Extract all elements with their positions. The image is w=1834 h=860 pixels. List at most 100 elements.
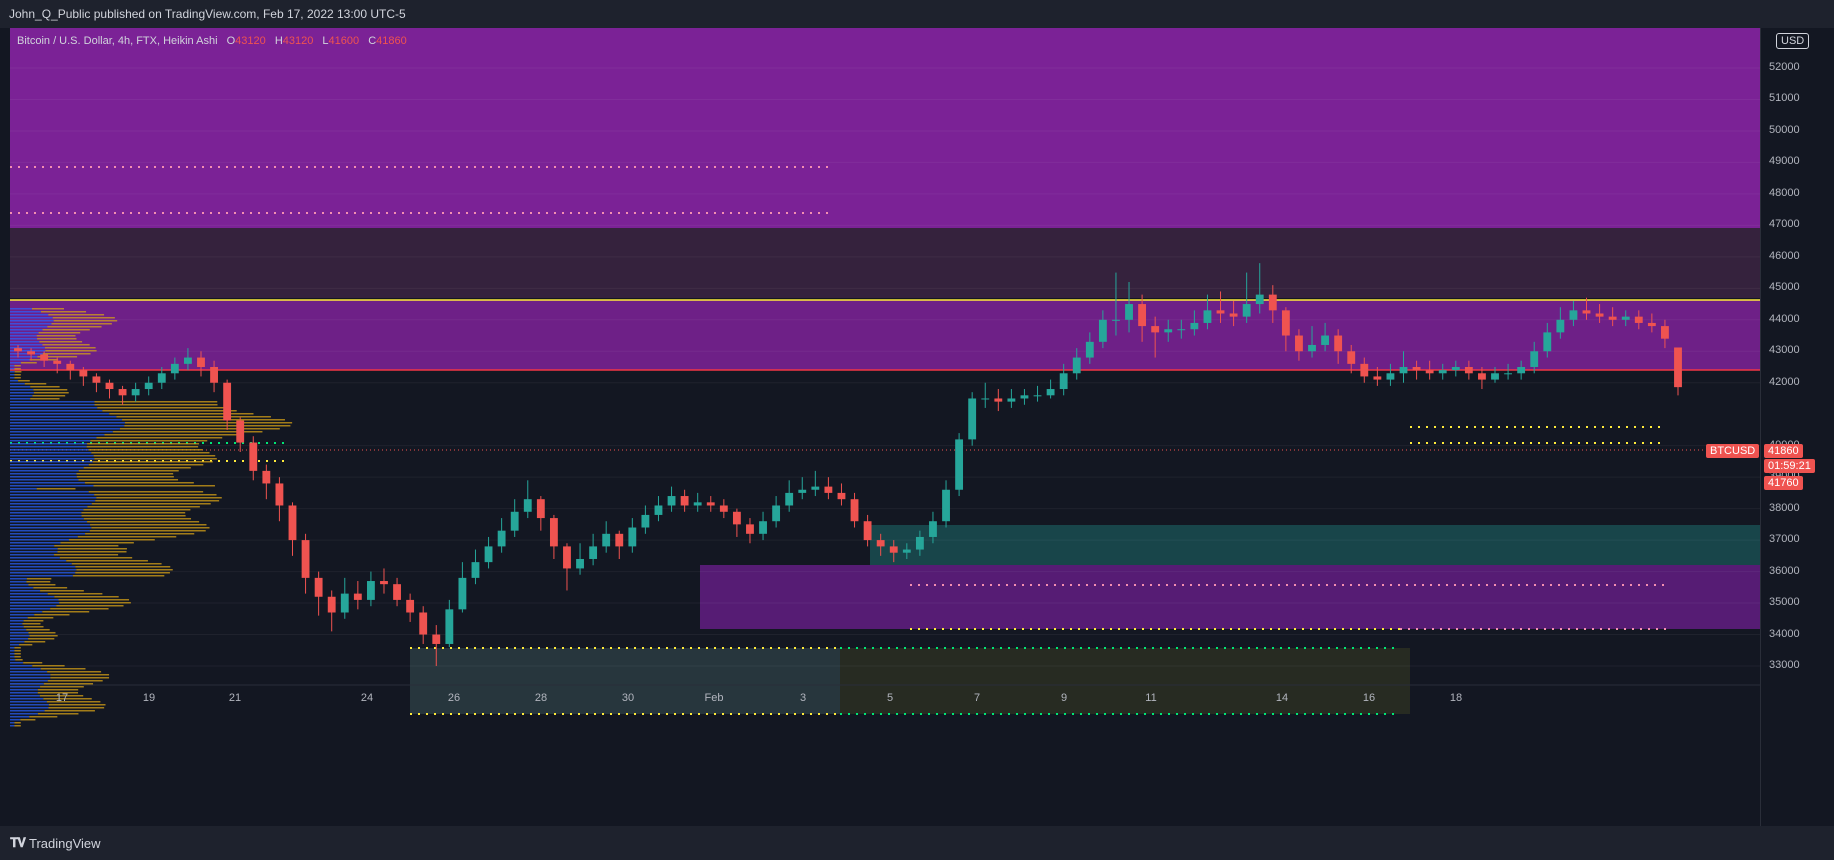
candle-body	[1164, 329, 1173, 333]
chart-area[interactable]: 17 19 21 24 26 28 30 Feb 3 5 7 9 11 14 16 18	[10, 28, 1760, 798]
profile-bar-sell	[87, 521, 200, 523]
profile-bar-buy	[10, 638, 29, 640]
profile-bar-buy	[10, 326, 48, 328]
profile-bar-sell	[59, 557, 133, 559]
profile-bar-sell	[57, 548, 127, 550]
profile-bar-sell	[68, 539, 155, 541]
profile-bar-buy	[10, 611, 43, 613]
open-value: 43120	[235, 35, 266, 47]
profile-bar-sell	[28, 638, 55, 640]
currency-badge[interactable]: USD	[1776, 33, 1810, 49]
profile-bar-buy	[10, 617, 28, 619]
profile-bar-sell	[83, 509, 191, 511]
profile-bar-buy	[10, 389, 34, 391]
candle-body	[1072, 357, 1081, 374]
tradingview-logo[interactable]: 𝐓𝐕 TradingView	[10, 835, 101, 851]
profile-bar-sell	[60, 542, 134, 544]
time-tick-label: 9	[1061, 692, 1067, 704]
candle-body	[66, 363, 75, 371]
candle-body	[288, 505, 297, 541]
candle-body	[170, 363, 179, 374]
candle-body	[27, 351, 35, 355]
time-axis[interactable]: 17 19 21 24 26 28 30 Feb 3 5 7 9 11 14 16 18	[10, 684, 1760, 704]
profile-bar-sell	[78, 470, 179, 472]
profile-bar-sell	[19, 644, 33, 646]
profile-bar-buy	[10, 548, 58, 550]
candle-body	[1608, 316, 1617, 320]
profile-bar-buy	[10, 662, 24, 664]
candle-body	[1451, 367, 1460, 371]
profile-bar-buy	[10, 368, 15, 370]
profile-bar-sell	[23, 626, 44, 628]
profile-bar-sell	[96, 437, 223, 439]
profile-bar-sell	[75, 566, 171, 568]
profile-bar-buy	[10, 422, 125, 424]
profile-bar-buy	[10, 350, 46, 352]
profile-bar-sell	[46, 701, 101, 703]
profile-bar-sell	[50, 674, 110, 676]
profile-bar-buy	[10, 599, 59, 601]
candle-body	[484, 546, 493, 563]
candle-body	[876, 540, 885, 547]
time-tick-label: 16	[1363, 692, 1375, 704]
price-tick-label: 43000	[1769, 344, 1800, 357]
profile-bar-buy	[10, 362, 21, 364]
candle-body	[1125, 304, 1133, 320]
profile-bar-sell	[28, 632, 56, 634]
price-tick-label: 44000	[1769, 312, 1800, 325]
profile-bar-sell	[27, 617, 54, 619]
profile-bar-buy	[10, 467, 84, 469]
time-tick-label: 5	[887, 692, 893, 704]
profile-bar-buy	[10, 359, 30, 361]
profile-bar-buy	[10, 308, 32, 310]
candle-body	[14, 348, 22, 352]
candle-body	[1634, 316, 1643, 323]
profile-bar-sell	[14, 368, 21, 370]
profile-bar-sell	[51, 323, 112, 325]
profile-bar-buy	[10, 446, 87, 448]
profile-bar-buy	[10, 557, 60, 559]
price-chart[interactable]: 17 19 21 24 26 28 30 Feb 3 5 7 9 11 14 16 18	[10, 28, 1760, 798]
profile-bar-sell	[28, 584, 56, 586]
candle-body	[210, 367, 218, 383]
candle-body	[1177, 329, 1186, 331]
candle-body	[40, 354, 49, 361]
profile-bar-sell	[15, 659, 23, 661]
candle-body	[1059, 373, 1068, 390]
candle-body	[1517, 367, 1526, 374]
profile-bar-buy	[10, 566, 76, 568]
profile-bar-sell	[119, 428, 280, 430]
price-tick-label: 46000	[1769, 249, 1800, 262]
candle-body	[1438, 370, 1447, 374]
profile-bar-sell	[83, 518, 192, 520]
profile-bar-sell	[44, 710, 95, 712]
gray-range-zone	[410, 648, 840, 714]
candle-body	[497, 530, 506, 547]
candle-body	[197, 357, 205, 367]
profile-bar-buy	[10, 404, 95, 406]
profile-bar-buy	[10, 647, 15, 649]
profile-bar-buy	[10, 482, 85, 484]
profile-bar-sell	[37, 338, 77, 340]
profile-bar-sell	[39, 695, 84, 697]
profile-bar-buy	[10, 626, 24, 628]
profile-bar-sell	[91, 452, 210, 454]
candle-body	[1085, 341, 1094, 358]
candle-body	[1334, 335, 1343, 352]
close-value: 41860	[376, 35, 407, 47]
profile-bar-buy	[10, 443, 88, 445]
profile-bar-sell	[45, 350, 97, 352]
candle-body	[706, 502, 715, 506]
profile-bar-sell	[26, 578, 52, 580]
candle-body	[759, 521, 767, 534]
candle-body	[105, 382, 114, 390]
candle-body	[981, 398, 990, 400]
price-tick-label: 47000	[1769, 218, 1800, 231]
profile-bar-buy	[10, 683, 44, 685]
candle-body	[1308, 344, 1316, 352]
profile-bar-sell	[54, 596, 119, 598]
profile-bar-sell	[94, 404, 218, 406]
profile-bar-buy	[10, 518, 84, 520]
profile-bar-buy	[10, 533, 86, 535]
price-tick-label: 45000	[1769, 281, 1800, 294]
